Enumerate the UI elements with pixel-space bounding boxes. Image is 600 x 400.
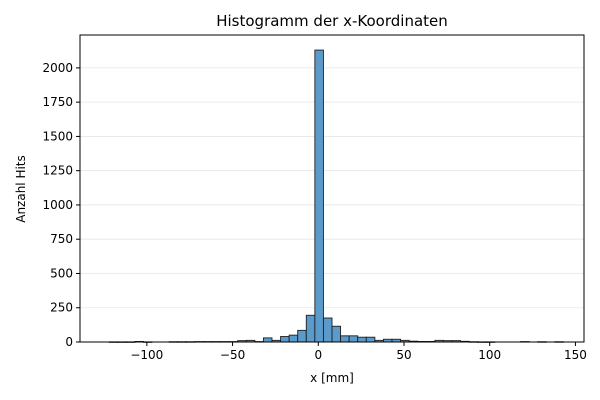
- histogram-bar: [357, 336, 367, 343]
- y-tick-label: 2000: [42, 61, 73, 75]
- histogram-bar: [288, 334, 299, 343]
- x-tick-label: 50: [396, 348, 411, 362]
- chart-title: Histogramm der x-Koordinaten: [216, 12, 448, 30]
- x-axis-ticks: −100 −50 0 50 100 150: [130, 342, 587, 362]
- x-tick-label: 0: [314, 348, 322, 362]
- y-tick-label: 1500: [42, 129, 73, 143]
- x-axis-label: x [mm]: [310, 371, 354, 385]
- histogram-bar: [365, 336, 376, 343]
- x-tick-label: −100: [130, 348, 163, 362]
- histogram-bar: [262, 337, 273, 343]
- histogram-bar: [348, 335, 359, 343]
- histogram-bar: [331, 325, 342, 343]
- y-axis-label: Anzahl Hits: [14, 155, 28, 223]
- x-tick-label: 100: [478, 348, 501, 362]
- y-tick-label: 0: [65, 335, 73, 349]
- y-tick-label: 500: [50, 266, 73, 280]
- histogram-bar: [314, 49, 324, 343]
- y-axis-ticks: 0 250 500 750 1000 1250 1500 1750 2000: [42, 61, 80, 349]
- histogram-bar: [280, 336, 290, 343]
- x-tick-label: 150: [564, 348, 587, 362]
- y-tick-label: 1750: [42, 95, 73, 109]
- x-tick-label: −50: [220, 348, 245, 362]
- histogram-bar: [340, 335, 350, 343]
- histogram-bar: [305, 314, 316, 343]
- y-tick-label: 1250: [42, 164, 73, 178]
- y-tick-label: 250: [50, 301, 73, 315]
- histogram-bar: [322, 317, 333, 343]
- plot-frame: [79, 34, 585, 343]
- histogram-bar: [297, 329, 307, 343]
- y-tick-label: 750: [50, 232, 73, 246]
- y-tick-label: 1000: [42, 198, 73, 212]
